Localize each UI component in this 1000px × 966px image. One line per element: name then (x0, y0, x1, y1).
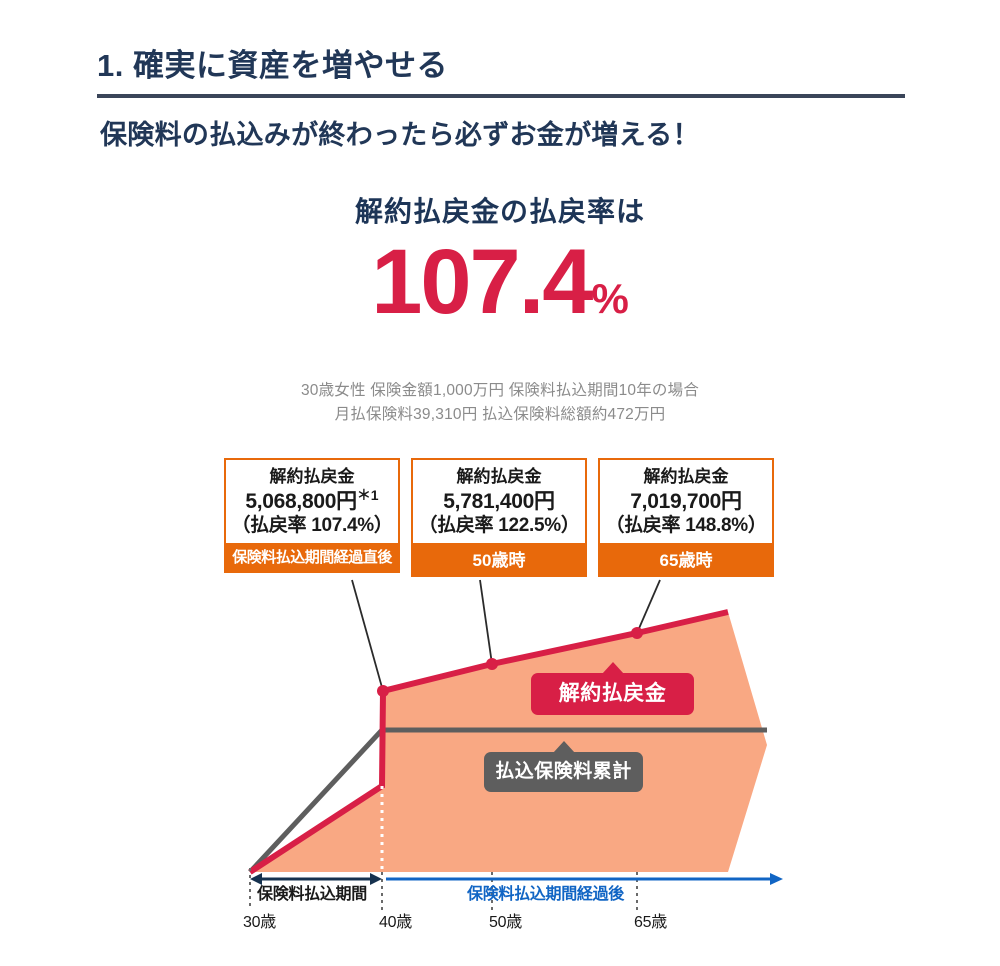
callout-box-payment-end: 解約払戻金 5,068,800円＊1 （払戻率 107.4%） 保険料払込期間経… (224, 458, 400, 574)
callout-amount: 5,068,800円＊1 (230, 487, 394, 515)
section-title: 1. 確実に資産を増やせる (97, 48, 448, 83)
leader-line-age-50 (479, 579, 493, 665)
data-point-age-65 (631, 627, 643, 639)
callout-tag: 保険料払込期間経過直後 (226, 543, 398, 572)
arrowhead-paying-right (370, 873, 382, 885)
data-point-age-50 (486, 658, 498, 670)
callout-heading: 解約払戻金 (643, 467, 729, 486)
callout-amount-value: 5,781,400円 (443, 490, 555, 514)
hero-rate: 107.4% (0, 236, 1000, 328)
conditions-note: 30歳女性 保険金額1,000万円 保険料払込期間10年の場合 月払保険料39,… (0, 379, 1000, 427)
conditions-line-2: 月払保険料39,310円 払込保険料総額約472万円 (334, 406, 666, 424)
title-divider (97, 94, 905, 98)
callout-heading: 解約払戻金 (456, 467, 542, 486)
callout-heading: 解約払戻金 (269, 467, 355, 486)
axis-label-paying-period: 保険料払込期間 (257, 886, 367, 903)
arrowhead-after-right (770, 873, 783, 885)
callout-tag: 50歳時 (413, 543, 585, 576)
callout-body: 解約払戻金 7,019,700円 （払戻率 148.8%） (600, 460, 772, 543)
callout-body: 解約払戻金 5,068,800円＊1 （払戻率 107.4%） (226, 460, 398, 543)
age-tick-65: 65歳 (634, 914, 667, 931)
callout-tag: 65歳時 (600, 543, 772, 576)
callout-amount-value: 5,068,800円 (245, 490, 357, 514)
callout-box-age-50: 解約払戻金 5,781,400円 （払戻率 122.5%） 50歳時 (411, 458, 587, 578)
premium-total-badge: 払込保険料累計 (484, 741, 643, 792)
callout-box-age-65: 解約払戻金 7,019,700円 （払戻率 148.8%） 65歳時 (598, 458, 774, 578)
leader-line-age-65 (636, 579, 661, 634)
surrender-value-line (248, 609, 729, 875)
conditions-line-1: 30歳女性 保険金額1,000万円 保険料払込期間10年の場合 (300, 382, 700, 399)
age-tick-50: 50歳 (489, 914, 522, 931)
callout-rate: （払戻率 107.4%） (231, 514, 393, 536)
chart-area-fill (250, 612, 767, 872)
callout-rate: （払戻率 148.8%） (605, 514, 767, 536)
arrowhead-paying-left (250, 873, 262, 885)
data-point-payment-end (377, 685, 389, 697)
callout-asterisk: ＊1 (356, 487, 379, 504)
callout-amount: 5,781,400円 (417, 487, 581, 515)
surrender-value-badge: 解約払戻金 (531, 662, 694, 715)
hero-rate-unit: % (591, 275, 629, 322)
hero-rate-number: 107.4 (371, 231, 593, 333)
axis-label-after-period: 保険料払込期間経過後 (467, 886, 625, 903)
callout-rate: （払戻率 122.5%） (418, 514, 580, 536)
callout-body: 解約払戻金 5,781,400円 （払戻率 122.5%） (413, 460, 585, 543)
callout-amount: 7,019,700円 (604, 487, 768, 515)
age-tick-30: 30歳 (243, 914, 276, 931)
leader-line-payment-end (351, 579, 384, 692)
age-tick-40: 40歳 (379, 914, 412, 931)
hero-lead-text: 解約払戻金の払戻率は (354, 196, 645, 227)
sub-headline: 保険料の払込みが終わったら必ずお金が増える！ (100, 120, 700, 150)
callout-amount-value: 7,019,700円 (630, 490, 742, 514)
